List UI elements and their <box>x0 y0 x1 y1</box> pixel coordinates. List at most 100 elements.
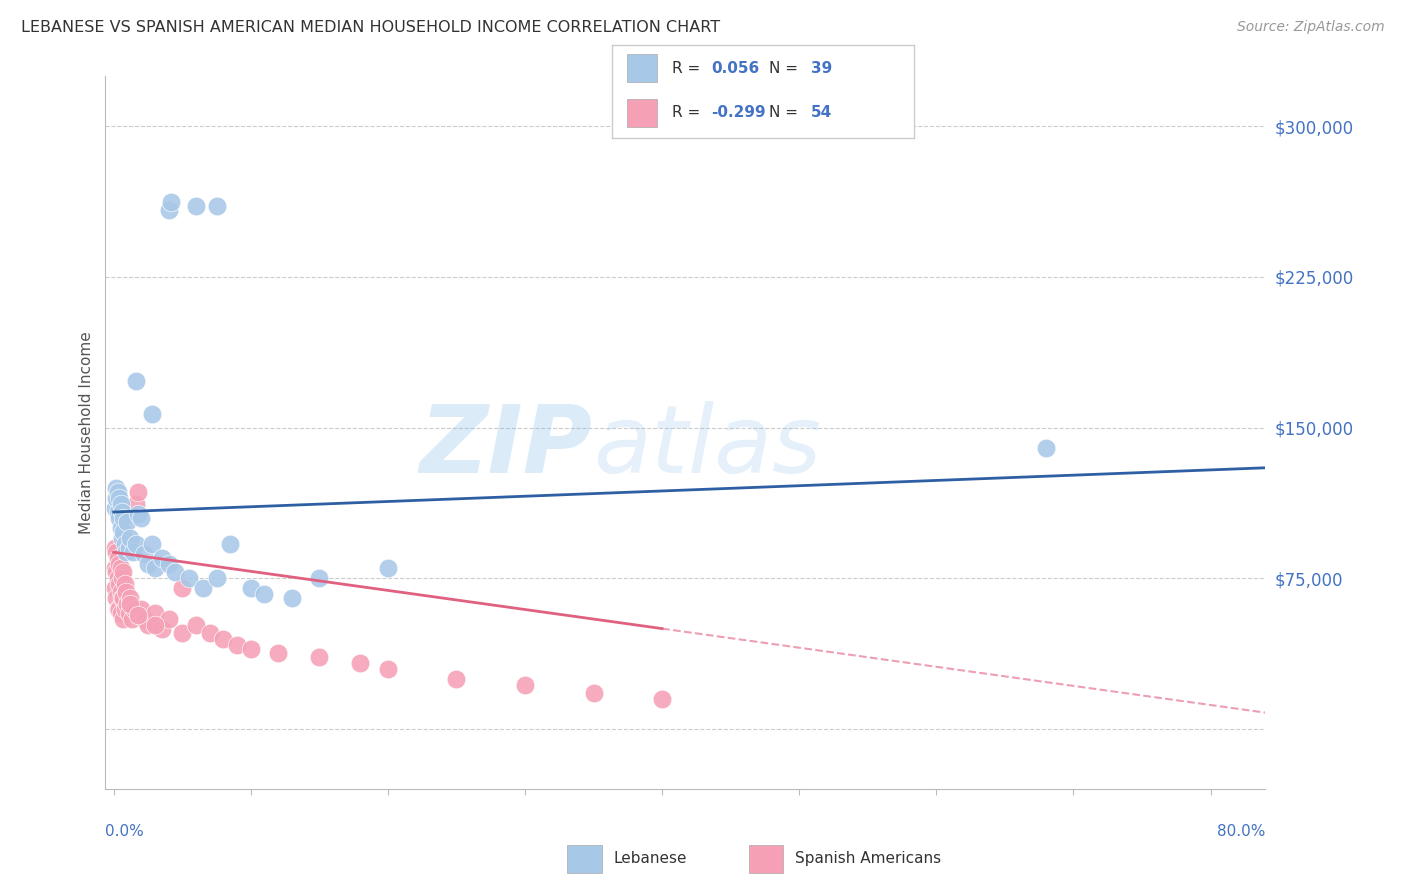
Point <box>107 601 129 615</box>
Point <box>212 632 235 646</box>
Point <box>104 501 127 516</box>
Point <box>349 656 371 670</box>
Text: Spanish Americans: Spanish Americans <box>796 852 941 866</box>
Point <box>127 507 149 521</box>
Text: LEBANESE VS SPANISH AMERICAN MEDIAN HOUSEHOLD INCOME CORRELATION CHART: LEBANESE VS SPANISH AMERICAN MEDIAN HOUS… <box>21 20 720 35</box>
Point <box>239 582 262 596</box>
Point <box>172 625 194 640</box>
Bar <box>749 845 783 873</box>
Point <box>177 571 200 585</box>
Point <box>124 537 146 551</box>
Point <box>377 662 399 676</box>
Point <box>111 505 134 519</box>
Point <box>143 617 166 632</box>
Point <box>150 622 173 636</box>
Point <box>143 561 166 575</box>
Point <box>165 566 187 580</box>
Point <box>121 611 143 625</box>
Point <box>108 558 131 572</box>
Text: -0.299: -0.299 <box>711 105 766 120</box>
Point <box>157 203 180 218</box>
Text: 80.0%: 80.0% <box>1218 824 1265 838</box>
Point <box>136 558 159 572</box>
Point <box>651 692 673 706</box>
Point <box>115 545 138 559</box>
Point <box>104 561 127 575</box>
Point <box>184 617 207 632</box>
Point <box>281 591 304 606</box>
Point <box>110 521 132 535</box>
Text: 0.0%: 0.0% <box>105 824 145 838</box>
Point <box>129 511 152 525</box>
Point <box>118 541 141 556</box>
Point <box>105 545 128 559</box>
Point <box>124 375 146 389</box>
Point <box>122 545 145 559</box>
Point <box>122 601 145 615</box>
Text: atlas: atlas <box>592 401 821 492</box>
Point <box>127 607 149 622</box>
Point <box>107 551 129 566</box>
Point <box>112 566 135 580</box>
Point <box>112 525 135 540</box>
Point <box>141 537 163 551</box>
Point <box>184 199 207 213</box>
Point <box>110 606 132 620</box>
Point <box>308 649 330 664</box>
Point <box>110 585 132 599</box>
Text: 54: 54 <box>811 105 832 120</box>
Point <box>115 585 138 599</box>
Point <box>198 625 221 640</box>
Point <box>141 407 163 421</box>
Point <box>112 511 135 525</box>
Point <box>308 571 330 585</box>
Point <box>110 497 132 511</box>
Point <box>127 484 149 499</box>
Point <box>104 541 127 556</box>
Text: Source: ZipAtlas.com: Source: ZipAtlas.com <box>1237 20 1385 34</box>
Point <box>253 587 276 601</box>
Point <box>107 505 129 519</box>
Point <box>111 571 134 585</box>
Text: R =: R = <box>672 61 706 76</box>
Bar <box>567 845 602 873</box>
Point <box>104 582 127 596</box>
Bar <box>627 99 657 127</box>
Text: 39: 39 <box>811 61 832 76</box>
Point <box>108 491 131 505</box>
Point <box>120 531 142 545</box>
Point <box>105 566 128 580</box>
Point <box>239 641 262 656</box>
Point <box>108 577 131 591</box>
Point <box>118 606 141 620</box>
Point <box>446 672 468 686</box>
Point <box>105 591 128 606</box>
Point <box>120 598 142 612</box>
Y-axis label: Median Household Income: Median Household Income <box>79 331 94 534</box>
Point <box>377 561 399 575</box>
Point <box>108 601 131 615</box>
Point <box>112 611 135 625</box>
Point <box>132 547 155 561</box>
Bar <box>627 54 657 82</box>
Point <box>205 199 228 213</box>
Point <box>120 591 142 606</box>
Text: ZIP: ZIP <box>420 401 592 493</box>
Point <box>267 646 290 660</box>
Point <box>105 481 128 495</box>
Point <box>219 537 242 551</box>
Point <box>136 617 159 632</box>
Point <box>117 515 139 529</box>
Point <box>111 531 134 545</box>
Text: 0.056: 0.056 <box>711 61 759 76</box>
Point <box>114 577 136 591</box>
Point <box>1035 441 1057 455</box>
Point <box>108 511 131 525</box>
Text: N =: N = <box>769 61 803 76</box>
Point <box>132 611 155 625</box>
Point <box>172 582 194 596</box>
Point <box>191 582 214 596</box>
Point <box>111 591 134 606</box>
Point <box>582 686 605 700</box>
Point <box>114 601 136 615</box>
